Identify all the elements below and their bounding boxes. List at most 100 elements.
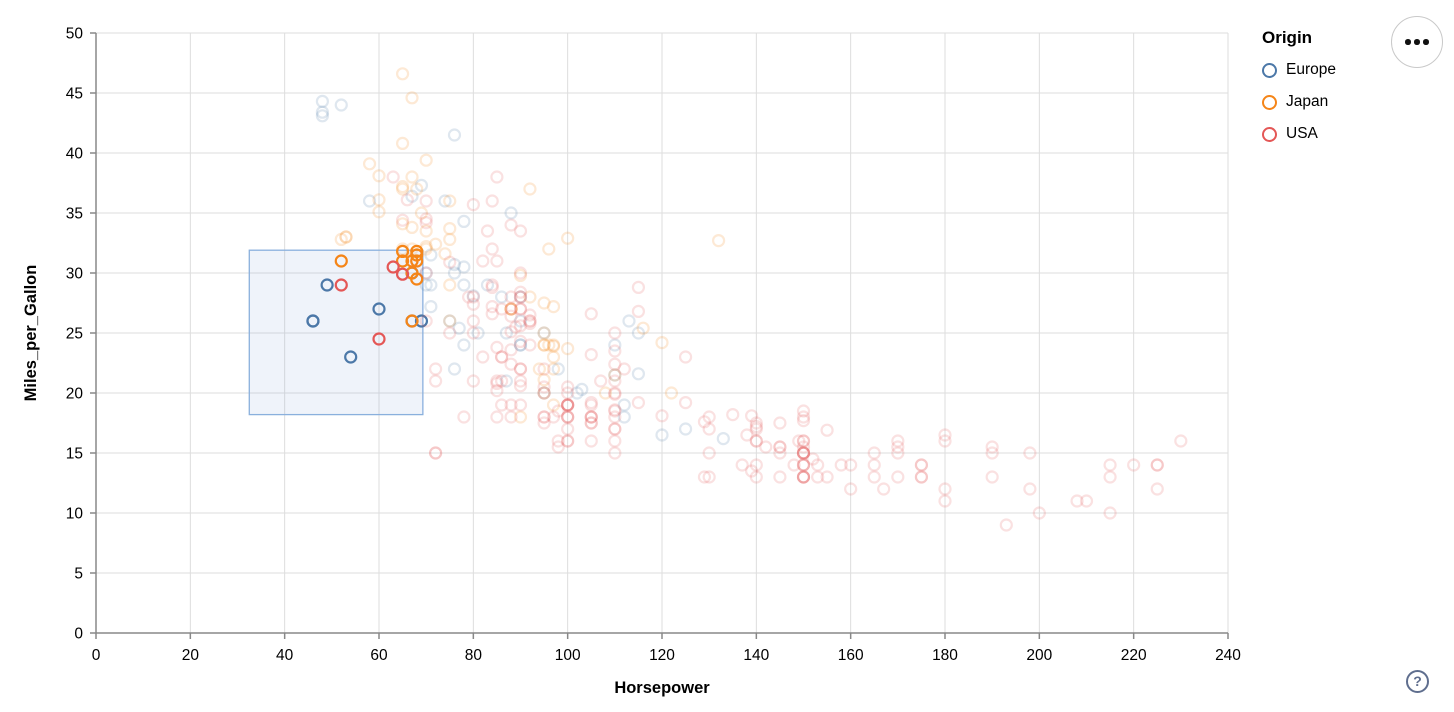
data-point-usa[interactable]: [914, 458, 929, 472]
data-point-japan[interactable]: [504, 302, 518, 316]
data-point-usa[interactable]: [476, 350, 490, 364]
help-button[interactable]: ?: [1406, 670, 1429, 693]
data-point-japan[interactable]: [537, 296, 551, 310]
data-point-usa[interactable]: [419, 212, 433, 226]
data-point-japan[interactable]: [537, 326, 551, 340]
data-point-usa[interactable]: [513, 374, 528, 388]
data-point-usa[interactable]: [495, 350, 509, 364]
data-point-japan[interactable]: [532, 362, 546, 376]
data-point-europe[interactable]: [320, 278, 334, 292]
data-point-usa[interactable]: [985, 470, 999, 484]
data-point-usa[interactable]: [395, 213, 410, 227]
data-point-usa[interactable]: [834, 458, 848, 472]
data-point-usa[interactable]: [466, 290, 480, 304]
data-point-usa[interactable]: [480, 224, 495, 238]
data-point-japan[interactable]: [513, 268, 528, 282]
data-point-usa[interactable]: [429, 446, 443, 460]
data-point-usa[interactable]: [466, 314, 480, 328]
data-point-usa[interactable]: [495, 350, 509, 364]
data-point-usa[interactable]: [537, 416, 551, 430]
data-point-usa[interactable]: [1079, 494, 1094, 508]
data-point-europe[interactable]: [631, 326, 646, 340]
data-point-europe[interactable]: [419, 266, 433, 280]
data-point-japan[interactable]: [546, 398, 561, 412]
data-point-japan[interactable]: [395, 180, 410, 194]
data-point-usa[interactable]: [386, 260, 400, 274]
data-point-usa[interactable]: [938, 494, 952, 508]
data-point-usa[interactable]: [914, 458, 929, 472]
data-point-usa[interactable]: [1127, 458, 1141, 472]
data-point-europe[interactable]: [504, 206, 518, 220]
data-point-japan[interactable]: [504, 302, 518, 316]
data-point-japan[interactable]: [334, 254, 348, 268]
data-point-europe[interactable]: [617, 398, 631, 412]
data-point-japan[interactable]: [443, 278, 457, 292]
data-point-japan[interactable]: [443, 194, 457, 208]
data-point-usa[interactable]: [504, 398, 518, 412]
data-point-usa[interactable]: [608, 344, 622, 358]
data-point-japan[interactable]: [410, 272, 424, 286]
data-point-usa[interactable]: [495, 302, 509, 316]
data-point-japan[interactable]: [542, 338, 556, 352]
data-point-usa[interactable]: [938, 428, 952, 442]
data-point-usa[interactable]: [537, 386, 551, 400]
data-point-usa[interactable]: [513, 398, 528, 412]
data-point-usa[interactable]: [1070, 494, 1084, 508]
data-point-usa[interactable]: [749, 434, 763, 448]
data-point-usa[interactable]: [796, 434, 811, 448]
data-point-usa[interactable]: [608, 446, 622, 460]
data-point-usa[interactable]: [867, 458, 881, 472]
data-point-usa[interactable]: [891, 434, 905, 448]
data-point-usa[interactable]: [537, 410, 551, 424]
data-point-usa[interactable]: [655, 409, 669, 423]
data-point-usa[interactable]: [985, 440, 999, 454]
data-point-japan[interactable]: [523, 290, 537, 304]
data-point-usa[interactable]: [985, 446, 999, 460]
data-point-europe[interactable]: [617, 410, 631, 424]
data-point-usa[interactable]: [1174, 434, 1188, 448]
data-point-usa[interactable]: [419, 194, 433, 208]
data-point-usa[interactable]: [523, 314, 537, 328]
data-point-japan[interactable]: [537, 386, 551, 400]
data-point-europe[interactable]: [443, 314, 457, 328]
data-point-usa[interactable]: [891, 440, 905, 454]
data-point-europe[interactable]: [457, 260, 471, 274]
data-point-usa[interactable]: [490, 374, 504, 388]
data-point-japan[interactable]: [546, 339, 561, 353]
data-point-europe[interactable]: [414, 178, 429, 192]
data-point-japan[interactable]: [410, 182, 424, 196]
data-point-usa[interactable]: [523, 308, 537, 322]
data-point-usa[interactable]: [513, 266, 528, 280]
data-point-usa[interactable]: [749, 458, 763, 472]
data-point-usa[interactable]: [702, 446, 716, 460]
more-options-button[interactable]: [1391, 16, 1443, 68]
data-point-usa[interactable]: [523, 338, 537, 352]
data-point-europe[interactable]: [306, 314, 320, 328]
data-point-europe[interactable]: [537, 326, 551, 340]
data-point-usa[interactable]: [395, 267, 410, 281]
data-point-usa[interactable]: [631, 304, 646, 318]
data-point-europe[interactable]: [315, 109, 329, 123]
data-point-usa[interactable]: [796, 446, 811, 460]
data-point-europe[interactable]: [334, 98, 348, 112]
data-point-europe[interactable]: [570, 386, 584, 400]
data-point-japan[interactable]: [664, 386, 679, 400]
data-point-usa[interactable]: [584, 434, 598, 448]
data-point-usa[interactable]: [914, 470, 929, 484]
data-point-japan[interactable]: [537, 338, 551, 352]
data-point-usa[interactable]: [490, 254, 504, 268]
data-point-usa[interactable]: [631, 280, 646, 294]
data-point-usa[interactable]: [1150, 458, 1164, 472]
data-point-europe[interactable]: [466, 289, 480, 303]
data-point-japan[interactable]: [608, 368, 622, 382]
data-point-europe[interactable]: [447, 128, 462, 142]
data-point-japan[interactable]: [636, 321, 650, 335]
data-point-usa[interactable]: [749, 470, 763, 484]
data-point-usa[interactable]: [490, 340, 504, 354]
data-point-japan[interactable]: [542, 242, 556, 256]
data-point-europe[interactable]: [344, 350, 358, 364]
data-point-usa[interactable]: [513, 285, 528, 299]
data-point-usa[interactable]: [495, 398, 509, 412]
data-point-usa[interactable]: [697, 415, 712, 429]
data-point-usa[interactable]: [796, 470, 811, 484]
